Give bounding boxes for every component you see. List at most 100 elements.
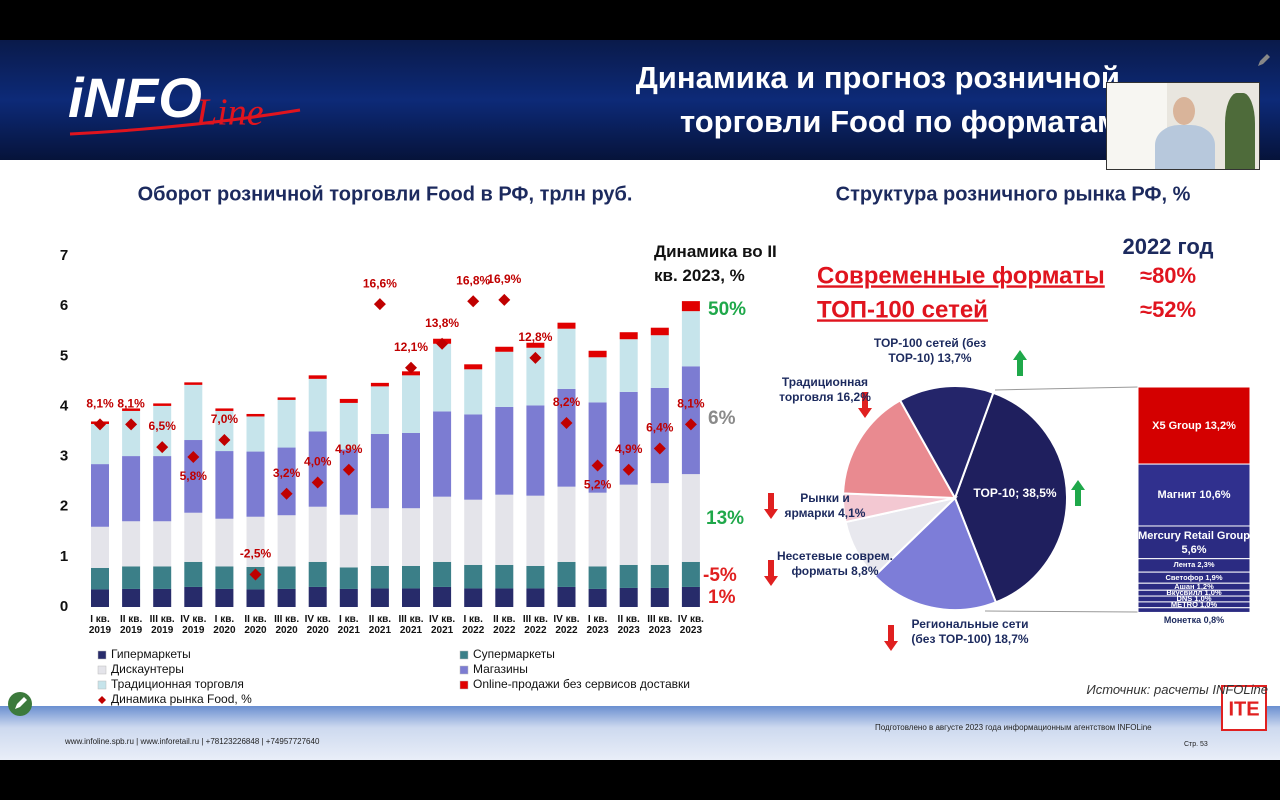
content-area [0, 160, 1280, 708]
x-tick-label: I кв. 2022 [462, 614, 485, 636]
arrow-down [764, 560, 778, 586]
bar-segment [588, 588, 607, 607]
breakdown-value: 0,8% [1203, 615, 1225, 626]
bar-segment [370, 508, 389, 566]
source: Источник: расчеты INFOLine [1086, 682, 1268, 697]
data-label: 6,5% [149, 419, 177, 433]
breakdown-name: Mercury Retail Group [1138, 530, 1250, 543]
bar-segment [277, 397, 296, 400]
data-label: 16,8% [456, 273, 490, 287]
breakdown-label: Вкусвилл 1,0% [1138, 588, 1250, 599]
bar-segment [122, 410, 141, 457]
annotation: 13% [706, 508, 744, 529]
x-tick-label: II кв. 2019 [119, 614, 143, 636]
bar-segment [464, 364, 483, 370]
bar-segment [681, 474, 700, 562]
legend-marker [97, 665, 107, 675]
bar-segment [495, 564, 514, 589]
bar-segment [153, 403, 172, 406]
breakdown-label: Ашан 1,2% [1138, 582, 1250, 593]
data-label: 5,8% [180, 469, 208, 483]
data-label: 8,1% [86, 397, 114, 411]
bar-segment [650, 564, 669, 588]
breakdown-name: Магнит [1157, 489, 1197, 502]
bar-segment [215, 566, 234, 589]
pencil-icon [15, 697, 27, 709]
diamond [467, 295, 480, 308]
data-label: 8,1% [117, 397, 145, 411]
data-label: 8,2% [553, 395, 581, 409]
y-tick-label: 1 [60, 548, 68, 565]
subtitle: 2022 год [1122, 234, 1213, 259]
bar-segment [277, 566, 296, 589]
logo: iNFO [68, 66, 202, 129]
y-tick-label: 4 [60, 397, 69, 414]
data-label: 12,1% [394, 340, 428, 354]
data-label: 4,9% [335, 442, 363, 456]
data-label: -2,5% [240, 547, 272, 561]
pie-label: TOP-10; 38,5% [965, 486, 1065, 501]
bar-segment [433, 411, 452, 497]
bar-segment [495, 406, 514, 495]
bar-segment [402, 375, 420, 434]
diamond [622, 463, 635, 476]
bar-segment [650, 335, 669, 388]
bar-segment [402, 565, 420, 589]
bar-segment [153, 566, 172, 589]
bar-segment [184, 382, 203, 385]
bar-segment [215, 451, 234, 519]
breakdown-label: X5 Group 13,2% [1138, 419, 1250, 433]
arrow-down [884, 625, 898, 651]
breakdown-name: Ашан [1174, 581, 1195, 591]
bar-segment [277, 447, 296, 516]
banner [0, 40, 1280, 160]
bar-segment [557, 328, 576, 389]
bar-segment [557, 388, 576, 487]
x-tick-label: II кв. 2023 [617, 614, 640, 636]
bar-segment [91, 526, 109, 568]
bar-segment [339, 398, 358, 403]
bar-segment [370, 386, 389, 435]
bar-segment [91, 423, 109, 465]
bar-segment [619, 332, 638, 340]
data-label: 6,4% [646, 421, 674, 435]
bar-segment [215, 408, 234, 411]
data-label: 7,0% [211, 412, 239, 426]
bar-segment [588, 492, 607, 567]
breakdown-name: Монетка [1163, 615, 1202, 626]
x-tick-label: II кв. 2021 [368, 614, 392, 636]
bar-segment [588, 566, 607, 589]
legend-label: Динамика рынка Food, % [111, 692, 252, 706]
x-tick-label: III кв. 2023 [647, 614, 673, 636]
bar-segment [619, 339, 638, 392]
breakdown-value: 13,2% [1204, 419, 1236, 432]
bar-segment [153, 405, 172, 457]
highlight-label: Современные форматы [817, 262, 1105, 289]
footer-strip [0, 706, 1280, 760]
annotation: 6% [708, 408, 736, 429]
footer-logo: ITE [1228, 698, 1259, 720]
bar-segment [526, 588, 545, 607]
bar-segment [526, 347, 545, 406]
bar-segment [557, 561, 576, 587]
pencil-icon[interactable] [1258, 54, 1270, 66]
bar-segment [277, 588, 296, 607]
breakdown-label: Монетка 0,8% [1138, 615, 1250, 625]
arrow-down [858, 392, 872, 418]
bar-segment [308, 561, 327, 587]
breakdown-label: Магнит 10,6% [1138, 488, 1250, 502]
diamond [684, 418, 697, 431]
arrow-up [1013, 350, 1027, 376]
y-tick-label: 6 [60, 297, 68, 314]
breakdown-value: 1,0% [1200, 599, 1218, 609]
bar-segment [339, 402, 358, 450]
arrow-up [1071, 480, 1085, 506]
diamond [218, 433, 231, 446]
bar-segment [153, 456, 172, 522]
bar-segment [370, 434, 389, 509]
bar-segment [495, 588, 514, 607]
bar-segment [153, 588, 172, 607]
breakdown-label: METRO 1,0% [1138, 600, 1250, 611]
bar-segment [557, 486, 576, 562]
bar-segment [122, 566, 141, 589]
